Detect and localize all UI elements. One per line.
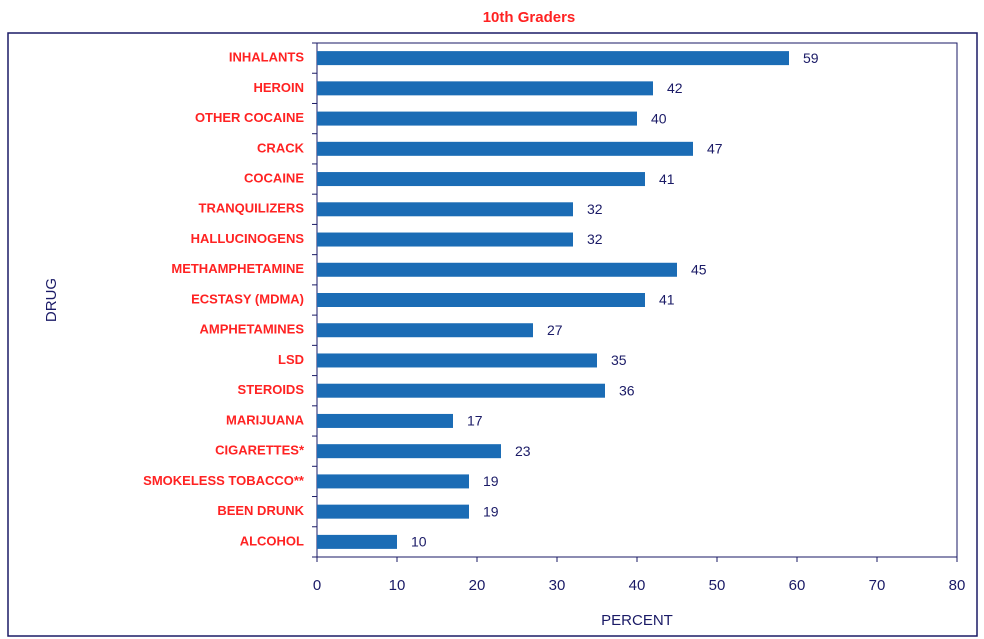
bar (317, 81, 653, 96)
bar (317, 202, 573, 217)
value-label: 27 (547, 322, 563, 338)
bar (317, 383, 605, 398)
x-tick-label: 30 (549, 577, 566, 594)
value-label: 45 (691, 261, 707, 277)
y-tick-label: MARIJUANA (226, 412, 305, 427)
value-label: 42 (667, 80, 683, 96)
y-tick-label: HEROIN (253, 80, 304, 95)
y-tick-label: CIGARETTES* (215, 443, 305, 458)
bar (317, 262, 677, 277)
y-tick-label: HALLUCINOGENS (191, 231, 305, 246)
y-tick-label: METHAMPHETAMINE (171, 261, 304, 276)
y-tick-label: SMOKELESS TOBACCO** (143, 473, 305, 488)
value-label: 32 (587, 231, 603, 247)
value-label: 19 (483, 503, 499, 519)
x-tick-label: 20 (469, 577, 486, 594)
y-tick-label: COCAINE (244, 170, 304, 185)
bar (317, 444, 501, 459)
value-label: 36 (619, 382, 635, 398)
x-tick-label: 40 (629, 577, 646, 594)
bar (317, 111, 637, 126)
bar (317, 534, 397, 549)
value-label: 35 (611, 352, 627, 368)
y-tick-label: LSD (278, 352, 304, 367)
y-tick-label: AMPHETAMINES (200, 322, 305, 337)
bar (317, 293, 645, 307)
chart-title: 10th Graders (483, 9, 576, 26)
y-tick-label: BEEN DRUNK (217, 503, 304, 518)
bar (317, 474, 469, 489)
x-tick-label: 80 (949, 577, 966, 594)
bar (317, 172, 645, 187)
value-label: 41 (659, 292, 675, 308)
x-tick-label: 0 (313, 577, 321, 594)
x-tick-label: 60 (789, 577, 806, 594)
value-label: 47 (707, 141, 723, 157)
value-label: 41 (659, 171, 675, 187)
bar (317, 413, 453, 428)
x-tick-label: 10 (389, 577, 406, 594)
y-tick-label: OTHER COCAINE (195, 110, 304, 125)
value-label: 40 (651, 110, 667, 126)
bar (317, 323, 533, 338)
x-tick-label: 70 (869, 577, 886, 594)
bar (317, 504, 469, 519)
bar (317, 232, 573, 247)
bar (317, 51, 789, 66)
x-tick-label: 50 (709, 577, 726, 594)
y-tick-label: ECSTASY (MDMA) (191, 291, 304, 306)
y-axis-label: DRUG (43, 278, 60, 322)
value-label: 10 (411, 534, 427, 550)
y-tick-label: CRACK (257, 140, 305, 155)
y-tick-label: TRANQUILIZERS (199, 201, 305, 216)
value-label: 32 (587, 201, 603, 217)
value-label: 17 (467, 413, 483, 429)
y-tick-label: ALCOHOL (240, 533, 304, 548)
bar (317, 141, 693, 156)
y-tick-label: STEROIDS (238, 382, 305, 397)
value-label: 23 (515, 443, 531, 459)
value-label: 59 (803, 50, 819, 66)
bar (317, 353, 597, 368)
x-axis-label: PERCENT (601, 612, 673, 629)
chart-frame (7, 32, 978, 637)
y-tick-label: INHALANTS (229, 50, 304, 65)
value-label: 19 (483, 473, 499, 489)
